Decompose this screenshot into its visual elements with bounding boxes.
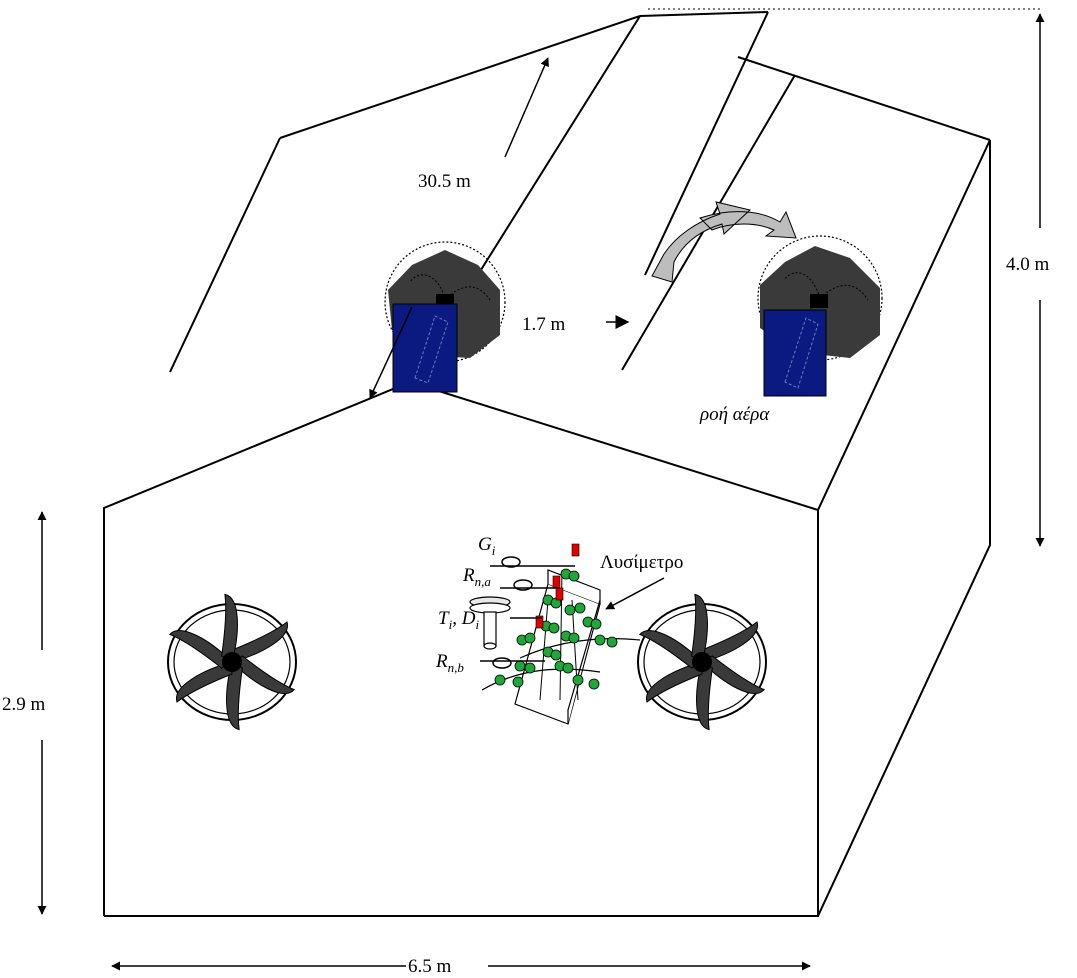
label-sensor-Rna: Rn,a	[462, 565, 491, 589]
label-sensor-Rnb: Rn,b	[435, 651, 464, 675]
label-airflow: ροή αέρα	[699, 404, 770, 425]
label-sensor-G: Gi	[478, 534, 496, 558]
label-lysimeter: Λυσίμετρο	[600, 552, 683, 573]
front-wall	[103, 380, 819, 917]
plant-canopy	[494, 568, 618, 690]
label-ridge-height: 4.0 m	[1006, 254, 1050, 275]
sensor-Rnb	[480, 657, 545, 669]
sensor-G	[490, 556, 575, 568]
lysimeter-pointer-arrow	[605, 577, 665, 610]
sensor-TD	[469, 596, 542, 650]
greenhouse-outline	[103, 11, 991, 917]
label-vent-width: 1.7 m	[522, 314, 566, 335]
wall-fan-right	[637, 593, 767, 731]
roof-left-eave	[169, 137, 281, 373]
label-wall-height: 2.9 m	[2, 694, 46, 715]
lysimeter-setup	[469, 543, 641, 725]
roof-right-back-edge	[737, 56, 991, 141]
airflow-curved-arrow	[651, 201, 797, 283]
dimension-arrows	[37, 13, 1045, 971]
label-length: 30.5 m	[418, 171, 471, 192]
label-sensor-TD: Ti, Di	[438, 608, 479, 632]
vent-top-edge	[639, 11, 769, 17]
label-width: 6.5 m	[408, 956, 452, 977]
sensor-Rna	[500, 579, 560, 591]
length-arrow-lower	[369, 306, 413, 399]
side-wall	[817, 139, 991, 917]
roof-fan-left	[384, 241, 506, 393]
roof-back-left-edge	[279, 15, 641, 139]
wall-fan-left	[167, 593, 297, 731]
roof-fan-right	[757, 235, 883, 397]
vent-right-edge	[644, 11, 769, 276]
length-arrow-upper	[504, 57, 549, 158]
